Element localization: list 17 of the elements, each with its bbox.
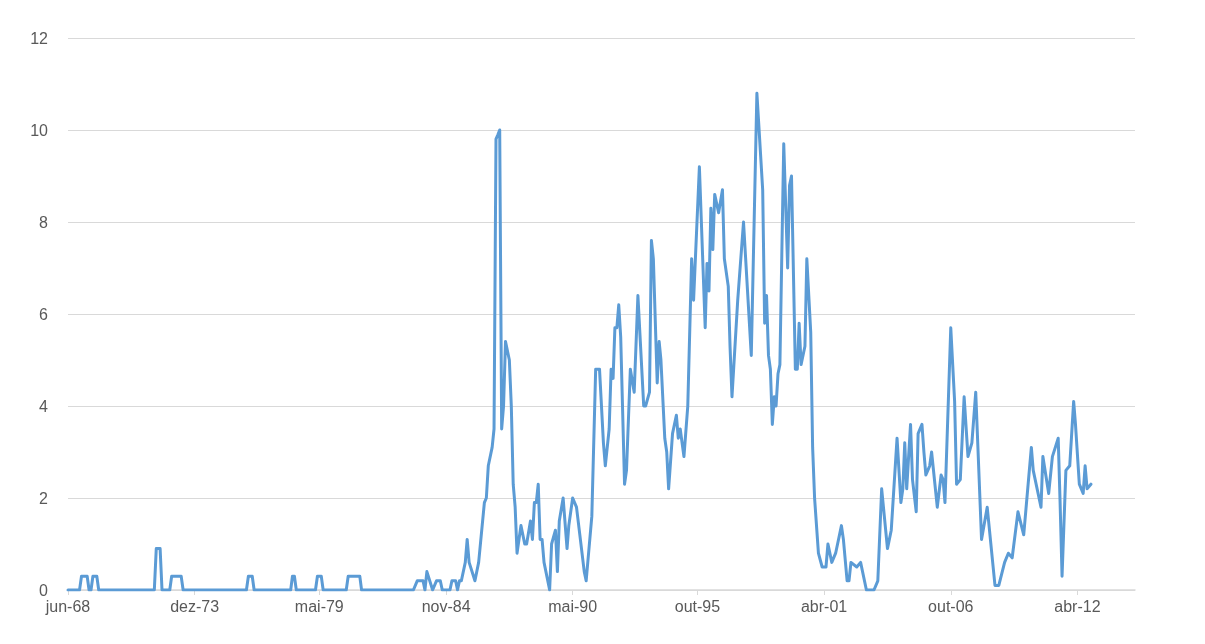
x-tick-label: abr-01 — [800, 597, 848, 615]
x-tick-label: nov-84 — [421, 597, 471, 615]
y-tick-label: 2 — [39, 489, 49, 507]
y-tick-label: 8 — [39, 213, 49, 231]
y-tick-label: 4 — [39, 397, 49, 415]
y-tick-label: 12 — [30, 29, 49, 47]
x-tick-label: dez-73 — [170, 597, 220, 615]
x-tick-label: mai-90 — [548, 597, 598, 615]
y-tick-label: 0 — [39, 581, 49, 599]
x-tick-label: abr-12 — [1054, 597, 1101, 615]
line-series — [66, 91, 1093, 592]
x-tick-label: out-06 — [928, 597, 974, 615]
x-tick-label: out-95 — [674, 597, 721, 615]
x-tick-label: jun-68 — [44, 597, 91, 615]
y-tick-label: 6 — [39, 305, 49, 323]
y-tick-label: 10 — [30, 121, 49, 139]
x-tick-label: mai-79 — [294, 597, 344, 615]
